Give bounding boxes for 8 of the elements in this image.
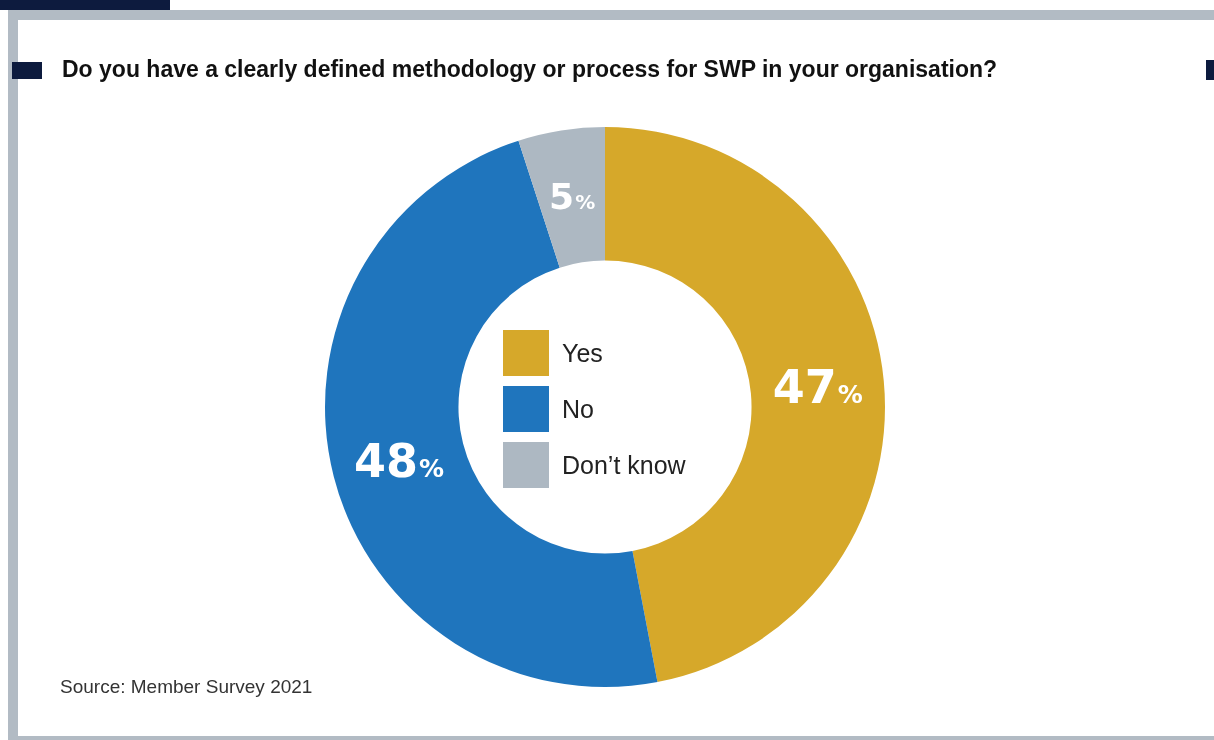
data-label: 47% [772,360,863,415]
legend-label: Don’t know [562,450,686,480]
chart-title: Do you have a clearly defined methodology or process for SWP in your organisation? [62,56,998,83]
data-label: 48% [353,433,444,488]
legend-label: Yes [562,338,603,368]
data-label: 5% [549,176,596,218]
legend-label: No [562,394,594,424]
source-note: Source: Member Survey 2021 [60,676,313,698]
